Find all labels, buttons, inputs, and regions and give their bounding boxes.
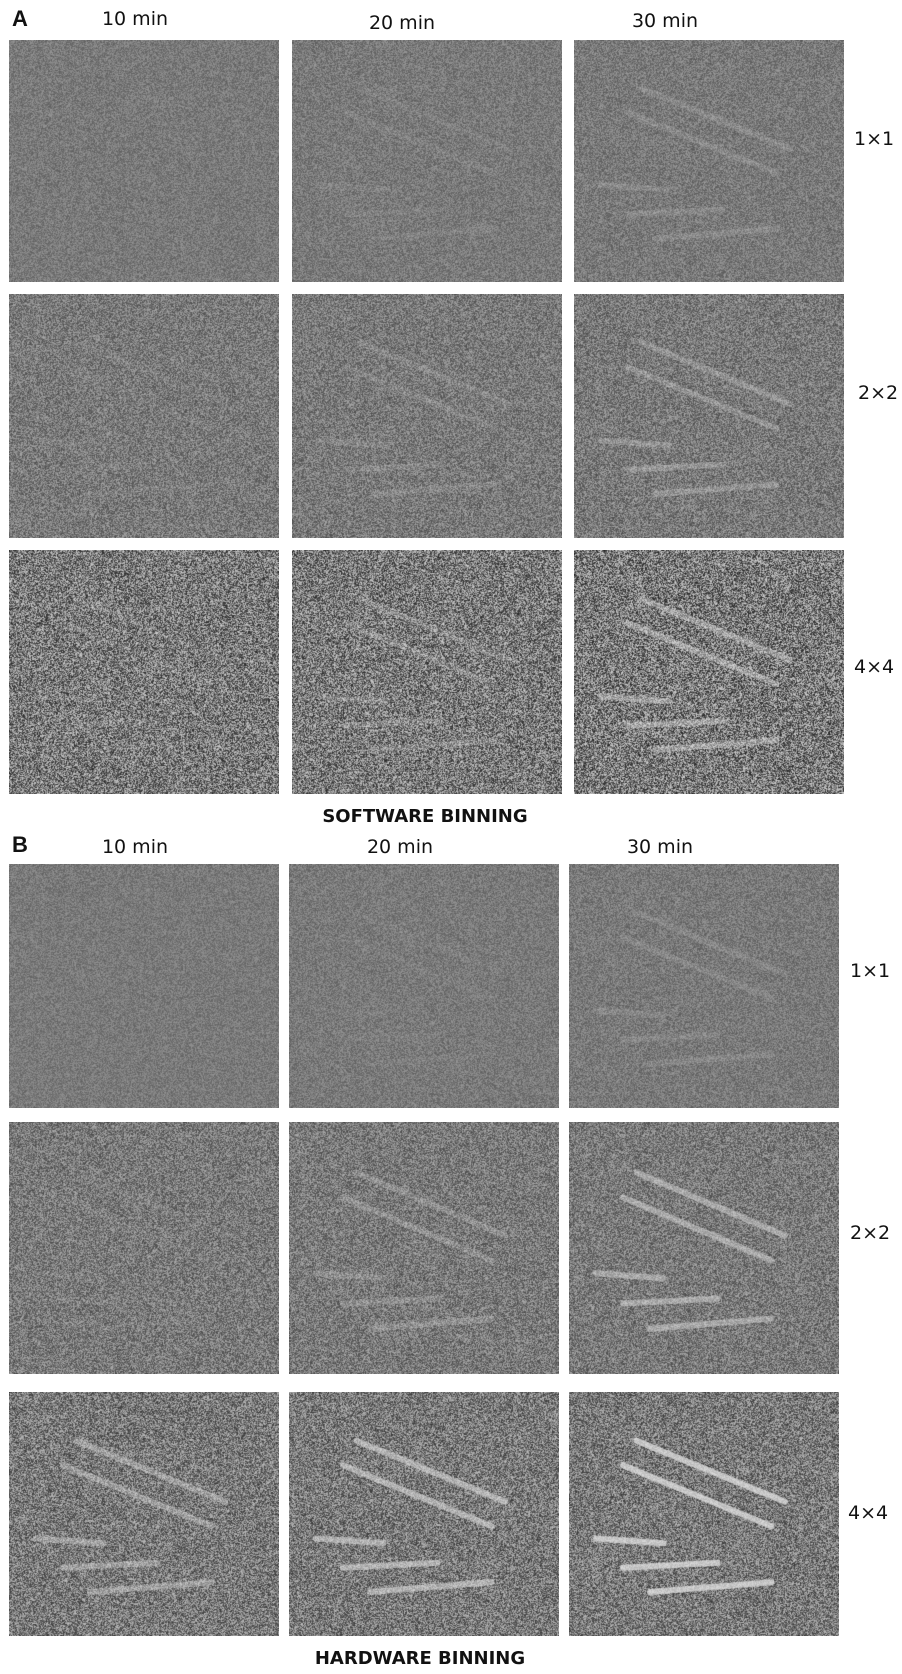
image-b-2x2-30min [569,1122,839,1374]
panel-a-row-2x2: 2×2 [858,382,899,404]
panel-a-col-20min: 20 min [368,12,436,34]
panel-b-row-2x2: 2×2 [850,1222,891,1244]
image-a-1x1-20min [292,40,562,282]
image-b-1x1-30min [569,864,839,1108]
panel-b-row-1x1: 1×1 [850,960,891,982]
image-b-4x4-10min [9,1392,279,1636]
panel-a-letter: A [12,6,28,31]
image-b-4x4-20min [289,1392,559,1636]
panel-b-col-30min: 30 min [626,836,694,858]
panel-a-col-30min: 30 min [631,10,699,32]
panel-a-footer: SOFTWARE BINNING [322,806,528,827]
image-a-2x2-30min [574,294,844,538]
panel-b-col-10min: 10 min [101,836,169,858]
image-a-2x2-10min [9,294,279,538]
image-a-4x4-20min [292,550,562,794]
panel-a-row-1x1: 1×1 [854,128,895,150]
panel-b-col-20min: 20 min [366,836,434,858]
panel-b-letter: B [12,832,28,857]
image-a-1x1-10min [9,40,279,282]
image-b-2x2-10min [9,1122,279,1374]
image-a-1x1-30min [574,40,844,282]
image-b-1x1-10min [9,864,279,1108]
panel-b-row-4x4: 4×4 [848,1502,889,1524]
panel-a-row-4x4: 4×4 [854,656,895,678]
panel-a-col-10min: 10 min [101,8,169,30]
image-a-2x2-20min [292,294,562,538]
image-b-2x2-20min [289,1122,559,1374]
image-b-1x1-20min [289,864,559,1108]
image-b-4x4-30min [569,1392,839,1636]
panel-b-footer: HARDWARE BINNING [314,1648,526,1669]
image-a-4x4-10min [9,550,279,794]
image-a-4x4-30min [574,550,844,794]
